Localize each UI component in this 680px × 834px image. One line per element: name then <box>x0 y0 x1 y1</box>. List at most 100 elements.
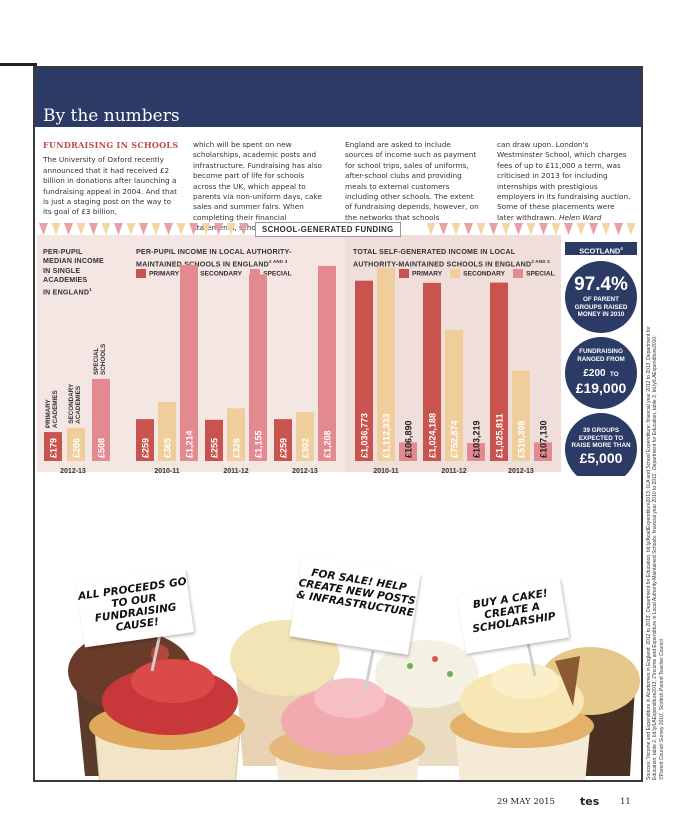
page-rule <box>0 63 37 66</box>
bar-value-label: £1,155 <box>254 430 264 458</box>
bar-primary <box>136 419 154 461</box>
bar-special-schools <box>92 378 110 461</box>
scotland-tag-sup: 4 <box>620 246 623 251</box>
article-text-1: The University of Oxford recently announ… <box>43 155 177 217</box>
bar-primary <box>355 280 373 461</box>
article-columns: FUNDRAISING IN SCHOOLS The University of… <box>43 140 639 232</box>
stat-circle-range: FUNDRAISING RANGED FROM £200 TO £19,000 <box>565 337 637 409</box>
bunting-flag <box>214 223 223 235</box>
stat-caption: GROUPS RAISED <box>574 303 628 311</box>
bar-value-label: £107,130 <box>539 420 549 458</box>
bar-secondary <box>227 408 245 461</box>
stat-to: TO <box>610 371 619 379</box>
bunting-flag <box>151 223 161 235</box>
x-tick-label: 2011-12 <box>441 468 466 475</box>
bunting-flag <box>439 223 448 235</box>
legend-swatch <box>399 269 409 278</box>
article-byline: Helen Ward <box>559 212 602 222</box>
x-tick-label: 2012-13 <box>508 468 534 475</box>
x-tick-label: 2011-12 <box>223 468 248 475</box>
bar-secondary <box>296 412 314 461</box>
bar-primary <box>490 282 508 461</box>
legend-item-primary: PRIMARY <box>136 269 179 278</box>
total-title-sup: 2 AND 3 <box>531 259 550 265</box>
bunting-flag <box>89 223 98 235</box>
bunting-flag <box>76 223 86 235</box>
perpupil-title-sup: 2 AND 3 <box>268 259 288 265</box>
stat-value: £5,000 <box>579 449 623 466</box>
bar-value-label: £519,398 <box>517 420 527 458</box>
legend-label: SECONDARY <box>463 270 506 278</box>
bunting-flag <box>39 223 48 235</box>
bar-value-label: £1,024,188 <box>428 413 438 458</box>
cupcake-front-cream <box>450 656 594 780</box>
bar-value-label: £106,890 <box>404 420 414 458</box>
perpupil-title-text: MAINTAINED SCHOOLS IN ENGLAND <box>136 260 269 269</box>
bar-charts: £179PRIMARYACADEMIES£206SECONDARYACADEMI… <box>44 264 552 475</box>
bunting-flag <box>501 223 511 235</box>
perpupil-title-line: PER-PUPIL INCOME IN LOCAL AUTHORITY- <box>136 248 292 256</box>
legend-label: PRIMARY <box>149 270 180 278</box>
bar-value-label: £1,214 <box>185 430 195 458</box>
bunting-flag <box>164 223 173 235</box>
bar-secondary <box>445 330 463 461</box>
bar-primary <box>205 419 223 461</box>
bunting-flag <box>114 223 123 235</box>
bar-value-label: £1,112,333 <box>382 413 392 458</box>
legend-swatch <box>513 269 524 278</box>
sign-stick <box>150 633 162 672</box>
median-title-line: MEDIAN INCOME <box>43 257 104 266</box>
bunting-flag <box>139 223 148 235</box>
bunting-flag <box>589 223 598 235</box>
stat-caption: MONEY IN 2010 <box>577 311 625 319</box>
legend-swatch <box>250 269 261 278</box>
total-title-line: TOTAL SELF-GENERATED INCOME IN LOCAL <box>353 248 516 256</box>
bar-value-label: £326 <box>232 438 242 458</box>
median-title-line: IN ENGLAND1 <box>43 285 104 298</box>
bar-value-label: £1,036,773 <box>360 413 370 458</box>
article-text-3: England are asked to include sources of … <box>345 140 479 222</box>
stat-value-low: £200 <box>583 368 606 380</box>
x-tick-label: 2010-11 <box>373 468 398 475</box>
bunting-flag <box>539 223 548 235</box>
legend-item-secondary: SECONDARY <box>450 269 505 278</box>
x-tick-label: 2012-13 <box>292 468 318 475</box>
bar-value-label: £508 <box>97 438 107 458</box>
bar-value-label: £1,208 <box>323 430 333 458</box>
bunting-flag <box>564 223 573 235</box>
bar-value-label: £302 <box>301 438 311 458</box>
article-column-3: England are asked to include sources of … <box>345 140 481 223</box>
series-name-label: SPECIALSCHOOLS <box>93 344 107 375</box>
article-text-4: can draw upon. London's Westminster Scho… <box>497 140 631 222</box>
bar-primary <box>274 419 292 461</box>
sign-stick <box>525 637 537 677</box>
cupcakes-illustration <box>68 620 640 780</box>
bar-value-label: £259 <box>279 438 289 458</box>
bar-secondary <box>377 267 395 461</box>
bar-special <box>399 442 417 461</box>
bar-value-label: £365 <box>163 438 173 458</box>
bunting-flag <box>551 223 561 235</box>
bar-value-label: £179 <box>49 438 59 458</box>
bunting-flag <box>626 223 636 235</box>
stat-caption: FUNDRAISING <box>579 348 623 355</box>
bar-secondary <box>158 402 176 461</box>
stat-circle-parent-groups: 97.4% OF PARENT GROUPS RAISED MONEY IN 2… <box>565 261 637 333</box>
bunting-flag <box>226 223 236 235</box>
bar-primary <box>423 282 441 461</box>
bunting-flag <box>614 223 623 235</box>
bunting-flag <box>489 223 498 235</box>
bar-value-label: £1,025,811 <box>495 413 505 458</box>
footer-date: 29 MAY 2015 <box>497 797 555 807</box>
section-label: SCHOOL-GENERATED FUNDING <box>255 222 401 237</box>
total-title-text: AUTHORITY-MAINTAINED SCHOOLS IN ENGLAND <box>353 260 532 269</box>
bunting-flag <box>64 223 73 235</box>
legend-label: SECONDARY <box>200 270 243 278</box>
stat-circle-groups: 39 GROUPS EXPECTED TO RAISE MORE THAN £5… <box>565 413 637 485</box>
bunting-flag <box>451 223 461 235</box>
bar-secondary <box>512 370 530 461</box>
bar-value-label: £752,874 <box>450 420 460 458</box>
total-legend: PRIMARY SECONDARY SPECIAL <box>399 269 555 278</box>
footer-brand: tes <box>580 795 600 808</box>
perpupil-title-line: MAINTAINED SCHOOLS IN ENGLAND2 AND 3 <box>136 257 292 270</box>
